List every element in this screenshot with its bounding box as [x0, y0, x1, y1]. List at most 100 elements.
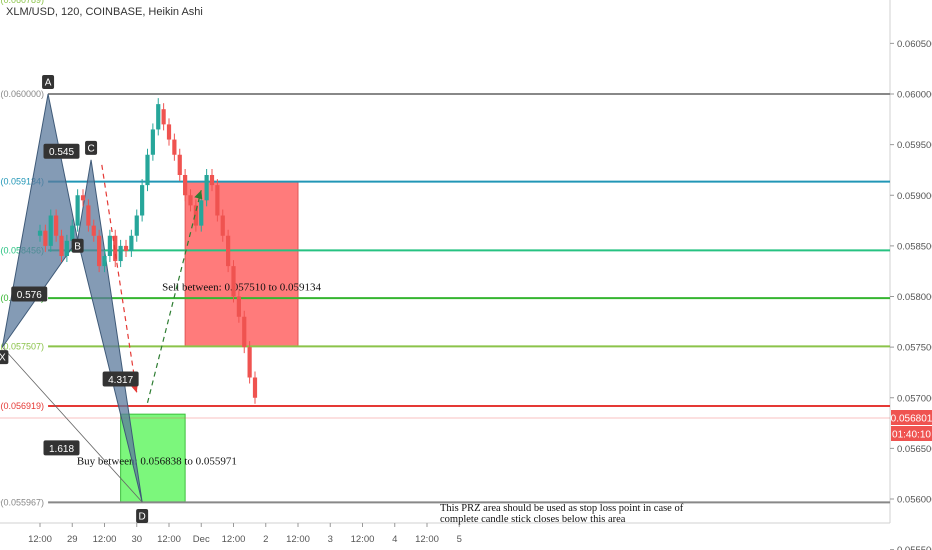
candle-body: [86, 205, 91, 226]
price-tick-label: 0.056000: [897, 495, 932, 506]
candle-body: [220, 215, 225, 236]
candle-body: [118, 245, 123, 262]
projection-up-arrow: [146, 190, 202, 403]
candle-body: [140, 185, 145, 216]
pattern-point-badge: [85, 140, 98, 155]
candle-body: [54, 215, 59, 236]
ratio-label: 1.618: [49, 444, 74, 455]
ratio-badge: [43, 143, 80, 159]
time-tick-label: 3: [328, 534, 333, 545]
candle-body: [161, 109, 166, 125]
time-tick-label: 12:00: [28, 534, 52, 545]
pattern-point-badge: [71, 238, 84, 253]
candle-body: [252, 377, 258, 398]
candle-body: [75, 195, 80, 226]
candle-body: [123, 245, 129, 251]
projection-up-arrowhead: [194, 190, 203, 200]
projection-down-arrow: [101, 164, 138, 393]
pattern-point-label: X: [0, 353, 6, 364]
candle-body: [247, 347, 252, 378]
time-tick-label: 12:00: [415, 534, 439, 545]
candle-body: [48, 215, 53, 246]
time-tick-label: 5: [457, 534, 462, 545]
pattern-point-label: C: [87, 143, 94, 154]
last-price-badge: [891, 410, 932, 425]
time-tick-label: 12:00: [93, 534, 117, 545]
candle-body: [129, 235, 134, 251]
pattern-point-label: B: [74, 241, 81, 252]
candle-body: [183, 175, 188, 196]
candle-body: [215, 185, 220, 216]
countdown-badge: [891, 426, 932, 441]
time-tick-label: 4: [392, 534, 397, 545]
ratio-badge: [11, 286, 48, 302]
candle-body: [102, 256, 107, 267]
candle-body: [80, 195, 86, 201]
pattern-point-badge: [136, 509, 149, 524]
time-tick-label: 2: [263, 534, 268, 545]
candle-body: [188, 195, 193, 206]
candle-body: [145, 154, 150, 186]
pattern-point-label: A: [45, 78, 52, 89]
candle-body: [226, 235, 231, 267]
stop-loss-note-line: This PRZ area should be used as stop los…: [440, 503, 684, 514]
candle-body: [231, 266, 236, 297]
pattern-point-label: D: [139, 512, 146, 523]
fib-level-label: 0(0.055967): [0, 497, 44, 507]
countdown-value: 01:40:10: [892, 430, 931, 441]
time-tick-label: 29: [67, 534, 78, 545]
fib-level-label: 1(0.060000): [0, 89, 44, 99]
candle-body: [193, 205, 198, 226]
candle-body: [70, 225, 75, 241]
time-tick-label: 30: [131, 534, 142, 545]
time-tick-label: 12:00: [222, 534, 246, 545]
ratio-badge: [102, 371, 139, 387]
candle-body: [37, 230, 43, 236]
candle-body: [134, 215, 139, 236]
candle-body: [236, 296, 241, 317]
ratio-label: 0.576: [17, 290, 42, 301]
candle-body: [156, 104, 161, 130]
pattern-point-badge: [0, 350, 9, 365]
candle-body: [64, 240, 69, 256]
ratio-badge: [43, 440, 80, 456]
ratio-label: 0.545: [49, 147, 74, 158]
candle-body: [97, 235, 102, 267]
candle-body: [150, 129, 155, 155]
time-tick-label: Dec: [193, 534, 210, 545]
time-tick-label: 12:00: [351, 534, 375, 545]
price-tick-label: 0.055500: [897, 545, 932, 550]
sell-zone: [184, 181, 299, 347]
candle-body: [59, 235, 64, 256]
candle-body: [166, 124, 172, 140]
fib-level-label: 0.382(0.057507): [0, 341, 44, 351]
candle-body: [209, 175, 215, 186]
candle-body: [242, 316, 247, 348]
candle-body: [199, 200, 204, 226]
pattern-triangle-xab: [1, 93, 79, 348]
time-tick-label: 12:00: [286, 534, 310, 545]
fib-level-label: 0.236(0.056919): [0, 401, 44, 411]
last-price-value: 0.056801: [891, 414, 932, 425]
fib-level-label: 0.786(0.059134): [0, 177, 44, 187]
candle-body: [43, 230, 48, 246]
candle-body: [177, 154, 182, 175]
candle-body: [204, 175, 209, 201]
candle-body: [91, 225, 96, 236]
ratio-label: 4.317: [108, 375, 133, 386]
candle-body: [113, 235, 118, 262]
time-tick-label: 12:00: [157, 534, 181, 545]
pattern-point-badge: [42, 75, 55, 89]
price-tick-label: 0.060000: [897, 90, 932, 101]
sell-zone-label: Sell between: 0.057510 to 0.059134: [162, 282, 321, 294]
pattern-xd-line: [2, 346, 143, 503]
